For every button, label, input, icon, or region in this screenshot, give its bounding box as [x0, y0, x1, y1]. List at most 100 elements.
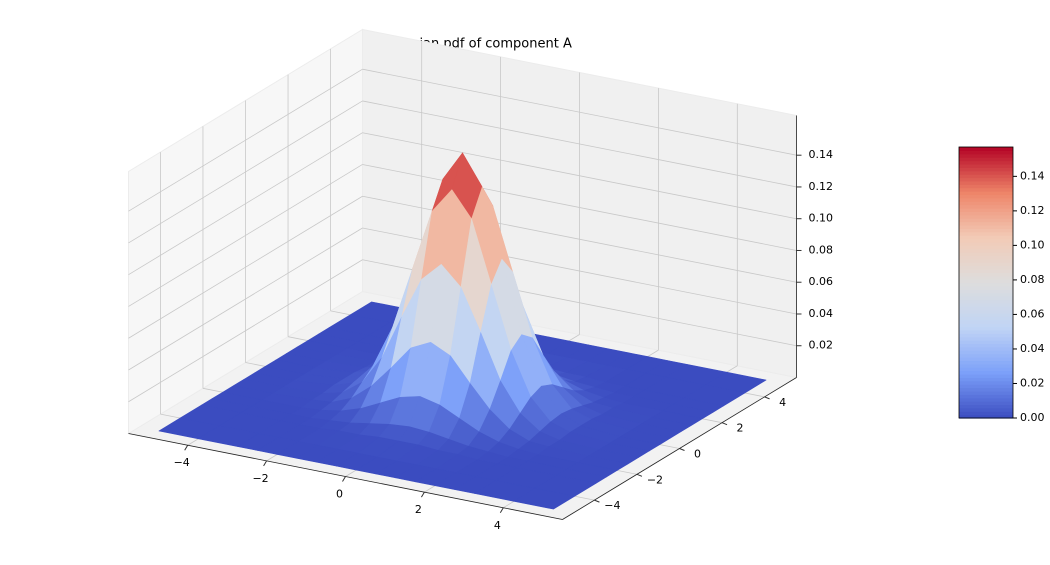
- colorbar-segment: [959, 299, 1013, 304]
- colorbar-segment: [959, 241, 1013, 246]
- y-tick-label: 0: [694, 448, 701, 461]
- colorbar-segment: [959, 248, 1013, 253]
- colorbar-segment: [959, 211, 1013, 216]
- colorbar-tick-label: 0.10: [1020, 238, 1045, 251]
- x-tick-label: −2: [252, 472, 268, 485]
- colorbar-segment: [959, 252, 1013, 256]
- colorbar-segment: [959, 221, 1013, 226]
- colorbar-segment: [959, 177, 1013, 182]
- colorbar-segment: [959, 204, 1013, 209]
- colorbar-segment: [959, 296, 1013, 301]
- colorbar-tick-label: 0.12: [1020, 204, 1045, 217]
- colorbar-segment: [959, 150, 1013, 155]
- colorbar-segment: [959, 272, 1013, 277]
- z-tick-label: 0.08: [809, 243, 834, 256]
- x-tick: [499, 507, 504, 514]
- colorbar-tick-label: 0.08: [1020, 273, 1045, 286]
- colorbar-segment: [959, 163, 1013, 168]
- colorbar-segment: [959, 201, 1013, 206]
- x-tick: [263, 460, 268, 467]
- colorbar-segment: [959, 167, 1013, 172]
- colorbar-segment: [959, 147, 1013, 151]
- colorbar-segment: [959, 157, 1013, 162]
- z-tick-label: 0.10: [809, 212, 834, 225]
- y-tick: [679, 448, 685, 451]
- y-tick: [721, 422, 728, 426]
- colorbar-segment: [959, 323, 1013, 328]
- colorbar-tick-label: 0.14: [1020, 169, 1045, 182]
- surface-patch: [513, 488, 575, 510]
- x-tick-label: 0: [336, 488, 343, 501]
- grid-line: [362, 132, 797, 220]
- x-tick: [342, 476, 346, 482]
- colorbar-tick-label: 0.00: [1020, 411, 1045, 424]
- grid-line: [128, 100, 363, 244]
- colorbar-segment: [959, 407, 1013, 412]
- grid-line: [128, 68, 363, 212]
- x-tick-label: 4: [494, 519, 501, 532]
- colorbar-segment: [959, 292, 1013, 297]
- y-tick-label: 4: [779, 396, 786, 409]
- colorbar-segment: [959, 404, 1013, 409]
- colorbar-segment: [959, 336, 1013, 341]
- colorbar-segment: [959, 387, 1013, 392]
- x-tick: [420, 491, 425, 498]
- colorbar-segment: [959, 397, 1013, 402]
- y-tick-label: −4: [604, 499, 620, 512]
- colorbar-segment: [959, 228, 1013, 233]
- colorbar-segment: [959, 377, 1013, 382]
- colorbar-segment: [959, 370, 1013, 375]
- colorbar-segment: [959, 363, 1013, 368]
- colorbar-segment: [959, 309, 1013, 314]
- colorbar-segment: [959, 329, 1013, 334]
- colorbar-segment: [959, 289, 1013, 294]
- colorbar-segment: [959, 319, 1013, 324]
- colorbar-tick-label: 0.02: [1020, 376, 1045, 389]
- z-tick-label: 0.02: [809, 339, 834, 352]
- colorbar-segment: [959, 194, 1013, 199]
- colorbar-segment: [959, 411, 1013, 416]
- z-tick-label: 0.12: [809, 180, 834, 193]
- grid-line: [128, 164, 363, 307]
- colorbar-segment: [959, 316, 1013, 321]
- grid-line: [362, 164, 797, 251]
- grid-line: [128, 195, 363, 339]
- y-tick-label: 2: [737, 422, 744, 435]
- colorbar-segment: [959, 153, 1013, 158]
- colorbar-segment: [959, 282, 1013, 287]
- colorbar-segment: [959, 326, 1013, 331]
- z-tick-label: 0.04: [809, 307, 834, 320]
- colorbar-segment: [959, 207, 1013, 212]
- colorbar-segment: [959, 373, 1013, 378]
- colorbar-segment: [959, 265, 1013, 270]
- colorbar-segment: [959, 357, 1013, 362]
- colorbar-segment: [959, 306, 1013, 311]
- colorbar-segment: [959, 197, 1013, 202]
- grid-line: [128, 259, 363, 403]
- x-tick-label: 2: [415, 503, 422, 516]
- colorbar-segment: [959, 160, 1013, 165]
- y-tick-label: −2: [647, 473, 663, 486]
- colorbar-segment: [959, 238, 1013, 243]
- colorbar-segment: [959, 340, 1013, 345]
- colorbar-segment: [959, 180, 1013, 185]
- y-tick: [594, 499, 600, 503]
- colorbar-segment: [959, 268, 1013, 273]
- axis-line: [562, 377, 797, 520]
- grid-line: [362, 68, 797, 156]
- colorbar-segment: [959, 360, 1013, 365]
- colorbar-segment: [959, 390, 1013, 395]
- colorbar-segment: [959, 367, 1013, 372]
- colorbar-segment: [959, 394, 1013, 399]
- colorbar-segment: [959, 255, 1013, 260]
- colorbar-frame: [958, 146, 1014, 419]
- colorbar-segment: [959, 414, 1013, 419]
- colorbar-segment: [959, 343, 1013, 348]
- colorbar-segment: [959, 279, 1013, 284]
- colorbar-segment: [959, 346, 1013, 351]
- colorbar-segment: [959, 187, 1013, 192]
- colorbar-segment: [959, 401, 1013, 406]
- colorbar-segment: [959, 170, 1013, 175]
